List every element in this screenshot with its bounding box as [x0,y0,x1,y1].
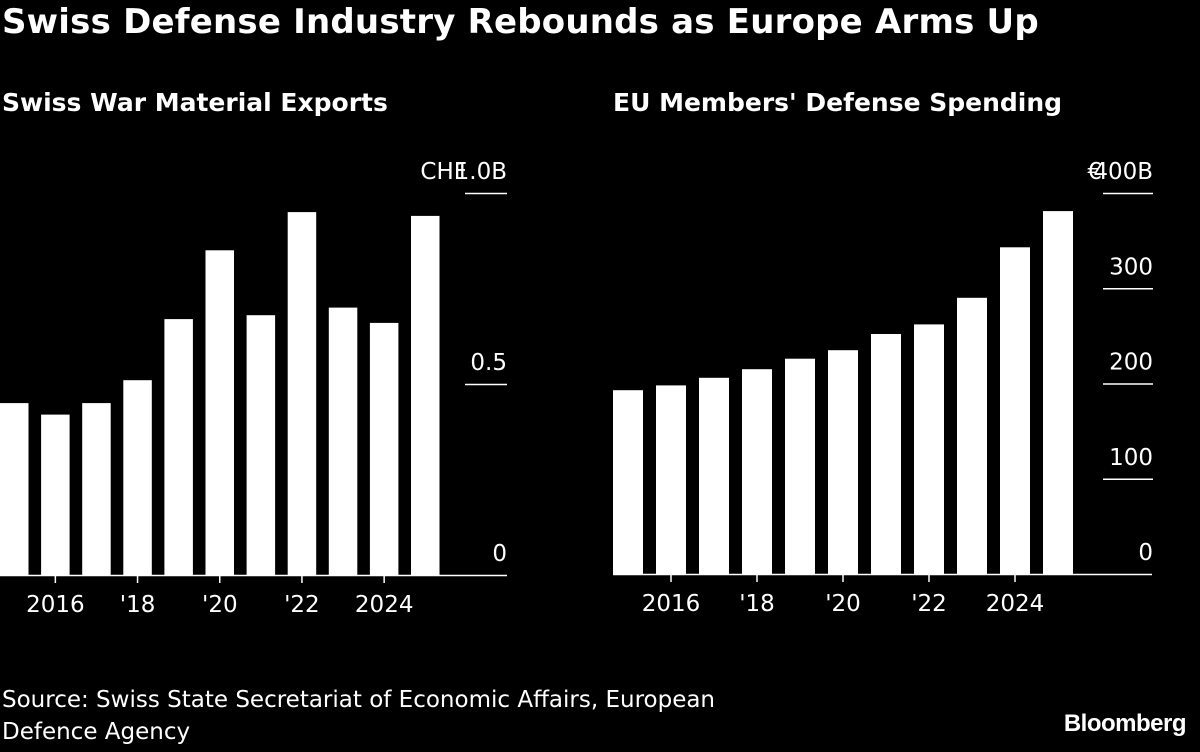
x-tick-label: 2016 [26,592,85,618]
bar-2016 [699,377,729,574]
bar-2015 [0,403,29,575]
bar-2021 [914,324,944,574]
x-tick-label: '18 [120,592,156,618]
bar-2018 [123,380,152,575]
bar-2020 [205,250,234,576]
bar-2016 [41,414,70,575]
y-tick-label: 300 [1109,254,1153,280]
source-line-1: Source: Swiss State Secretariat of Econo… [2,687,716,713]
y-tick-label: 0.5 [470,350,507,376]
x-tick-label: '22 [911,591,947,617]
y-tick-label: 0 [492,541,507,567]
y-tick-label: 200 [1109,350,1153,376]
bar-2018 [785,358,815,574]
y-tick-label: 100 [1109,445,1153,471]
bar-2017 [82,403,111,575]
bar-2019 [828,350,858,574]
y-unit-label: CHF [420,159,467,185]
bar-2015 [656,385,686,574]
source-line-2: Defence Agency [2,719,191,745]
x-tick-label: 2016 [642,591,701,617]
bar-2019 [164,319,193,575]
bar-2023 [328,307,358,575]
left-chart-title: Swiss War Material Exports [2,88,388,117]
bar-2023 [1000,247,1030,575]
bar-2025 [411,215,440,575]
bar-2024 [369,322,399,575]
x-tick-label: '18 [739,591,775,617]
eu-spending-chart: 0 100 200 300 400B€2016 '18 '20 '22 2024 [613,159,1153,617]
right-chart-title: EU Members' Defense Spending [613,88,1063,117]
x-tick-label: 2024 [355,592,414,618]
bar-2014 [613,390,643,574]
bar-2017 [742,369,772,574]
x-tick-label: '22 [284,592,320,618]
bar-2022 [287,212,317,575]
y-unit-label: € [1087,159,1102,185]
source-note: Source: Swiss State Secretariat of Econo… [2,684,822,748]
x-tick-label: '20 [202,592,238,618]
x-tick-label: 2024 [986,591,1045,617]
y-tick-label: 400B [1093,159,1153,185]
bar-2024 [1043,211,1073,574]
bloomberg-logo: Bloomberg [1063,710,1187,737]
bar-2021 [246,315,276,575]
bar-2022 [957,297,987,574]
y-tick-label: 1.0B [455,159,507,185]
bar-2020 [871,334,901,574]
x-tick-label: '20 [825,591,861,617]
y-tick-label: 0 [1138,540,1153,566]
page-title: Swiss Defense Industry Rebounds as Europ… [2,2,1039,42]
